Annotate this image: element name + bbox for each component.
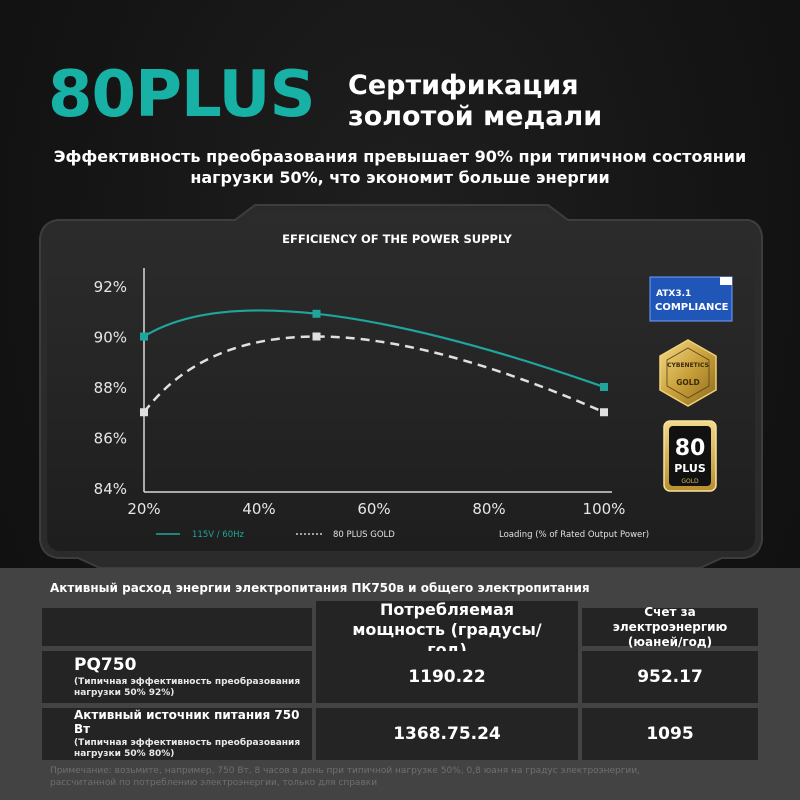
- table-header-empty: [42, 608, 312, 646]
- table-row-label: Активный источник питания 750 Вт (Типичн…: [42, 708, 312, 760]
- y-tick-labels: 84% 86% 88% 90% 92%: [94, 278, 127, 498]
- y-tick-label: 86%: [94, 430, 127, 448]
- table-cell-bill: 952.17: [582, 651, 758, 703]
- table-cell-power: 1190.22: [316, 651, 578, 703]
- table-cell-bill: 1095: [582, 708, 758, 760]
- footnote: Примечание: возьмите, например, 750 Вт, …: [50, 766, 641, 788]
- x-tick-label: 40%: [242, 500, 275, 518]
- subtitle-line1: Эффективность преобразования превышает 9…: [53, 147, 747, 166]
- row-note: (Типичная эффективность преобразования н…: [74, 738, 301, 759]
- y-tick-label: 90%: [94, 329, 127, 347]
- brand-title: 80PLUS: [48, 58, 316, 132]
- cybenetics-badge-top: CYBENETICS: [667, 362, 709, 369]
- chart-series: [140, 309, 608, 417]
- data-point-115v: [312, 309, 321, 318]
- chart-panel-inner: [47, 212, 755, 551]
- table-row-label: PQ750 (Типичная эффективность преобразов…: [42, 651, 312, 703]
- x-tick-label: 80%: [472, 500, 505, 518]
- data-point-115v: [140, 332, 148, 341]
- x-tick-label: 100%: [583, 500, 626, 518]
- hero-title: Сертификация золотой медали: [348, 70, 602, 132]
- row-name: Активный источник питания 750 Вт: [74, 708, 300, 736]
- chart-title: EFFICIENCY OF THE POWER SUPPLY: [282, 232, 512, 246]
- row-note: (Типичная эффективность преобразования н…: [74, 677, 301, 698]
- cybenetics-gold-badge: CYBENETICS GOLD: [659, 339, 717, 407]
- hero-title-line1: Сертификация: [348, 70, 579, 101]
- plus-badge-gold: GOLD: [681, 478, 699, 485]
- y-tick-label: 84%: [94, 480, 127, 498]
- x-tick-label: 60%: [357, 500, 390, 518]
- atx-badge-top: ATX3.1: [656, 289, 691, 299]
- subtitle: Эффективность преобразования превышает 9…: [20, 146, 780, 188]
- hero-title-line2: золотой медали: [348, 101, 603, 132]
- plus-badge-word: PLUS: [674, 462, 706, 475]
- atx-compliance-badge: ATX3.1 COMPLIANCE: [649, 276, 733, 322]
- plus-badge-number: 80: [675, 436, 706, 461]
- subtitle-line2: нагрузки 50%, что экономит больше энерги…: [190, 168, 610, 187]
- legend-label-115v: 115V / 60Hz: [192, 530, 245, 540]
- y-tick-label: 92%: [94, 278, 127, 296]
- y-tick-label: 88%: [94, 379, 127, 397]
- table-header-bill: Счет за электроэнергию (юаней/год): [582, 605, 758, 649]
- table-cell-power: 1368.75.24: [316, 708, 578, 760]
- row-name: PQ750: [74, 655, 137, 675]
- legend-label-80plus: 80 PLUS GOLD: [333, 530, 395, 540]
- data-point-80plus: [312, 332, 321, 341]
- x-axis-label: Loading (% of Rated Output Power): [499, 530, 649, 540]
- table-caption: Активный расход энергии электропитания П…: [50, 581, 590, 595]
- data-point-80plus: [600, 408, 608, 417]
- x-tick-labels: 20% 40% 60% 80% 100%: [127, 500, 625, 518]
- 80plus-gold-badge: 80 PLUS GOLD: [663, 420, 717, 492]
- x-tick-label: 20%: [127, 500, 160, 518]
- atx-badge-bottom: COMPLIANCE: [655, 302, 729, 313]
- data-point-115v: [600, 383, 608, 391]
- data-point-80plus: [140, 408, 148, 417]
- cybenetics-badge-bottom: GOLD: [676, 378, 700, 387]
- chart-legend: 115V / 60Hz 80 PLUS GOLD Loading (% of R…: [156, 530, 649, 540]
